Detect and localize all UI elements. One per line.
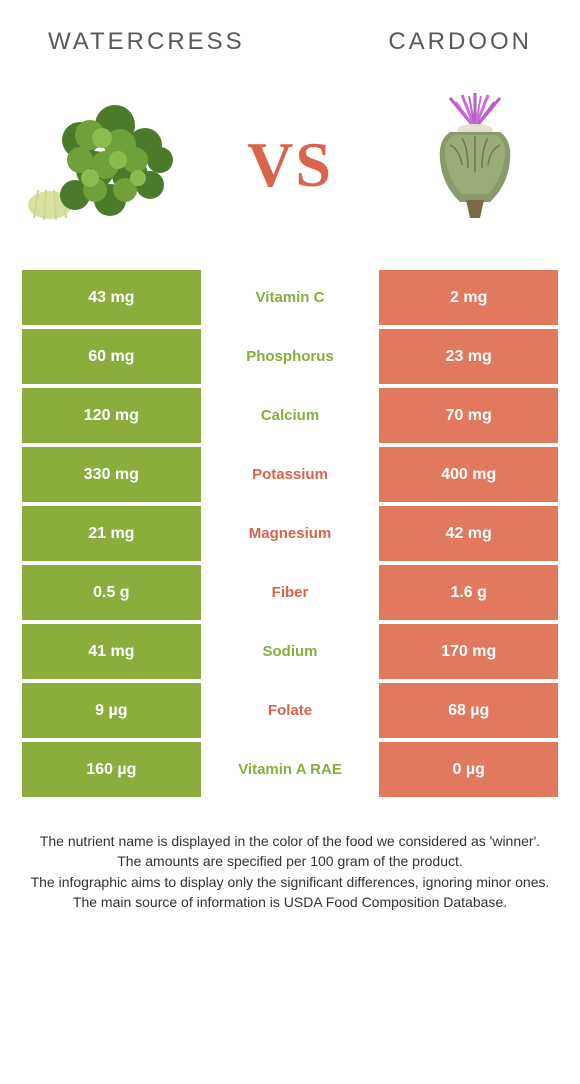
nutrient-table: 43 mgVitamin C2 mg60 mgPhosphorus23 mg12…	[0, 270, 580, 797]
right-value-cell: 170 mg	[379, 624, 558, 679]
nutrient-row: 21 mgMagnesium42 mg	[22, 506, 558, 561]
nutrient-name-cell: Magnesium	[201, 506, 380, 561]
nutrient-name-cell: Calcium	[201, 388, 380, 443]
right-value-cell: 2 mg	[379, 270, 558, 325]
nutrient-row: 43 mgVitamin C2 mg	[22, 270, 558, 325]
left-value-cell: 43 mg	[22, 270, 201, 325]
nutrient-name-cell: Fiber	[201, 565, 380, 620]
nutrient-name-cell: Potassium	[201, 447, 380, 502]
left-value-cell: 160 µg	[22, 742, 201, 797]
footer-line-2: The amounts are specified per 100 gram o…	[22, 851, 558, 871]
nutrient-name-cell: Sodium	[201, 624, 380, 679]
left-value-cell: 9 µg	[22, 683, 201, 738]
vs-label: VS	[247, 128, 333, 202]
left-food-title: Watercress	[48, 28, 245, 56]
nutrient-name-cell: Folate	[201, 683, 380, 738]
nutrient-name-cell: Vitamin A RAE	[201, 742, 380, 797]
right-value-cell: 70 mg	[379, 388, 558, 443]
nutrient-row: 330 mgPotassium400 mg	[22, 447, 558, 502]
right-value-cell: 42 mg	[379, 506, 558, 561]
footer-line-1: The nutrient name is displayed in the co…	[22, 831, 558, 851]
images-row: VS	[0, 66, 580, 270]
left-value-cell: 120 mg	[22, 388, 201, 443]
footer-notes: The nutrient name is displayed in the co…	[0, 801, 580, 912]
cardoon-image	[390, 90, 560, 240]
left-value-cell: 330 mg	[22, 447, 201, 502]
nutrient-row: 9 µgFolate68 µg	[22, 683, 558, 738]
left-value-cell: 0.5 g	[22, 565, 201, 620]
nutrient-row: 0.5 gFiber1.6 g	[22, 565, 558, 620]
right-value-cell: 23 mg	[379, 329, 558, 384]
watercress-image	[20, 90, 190, 240]
nutrient-name-cell: Phosphorus	[201, 329, 380, 384]
left-value-cell: 41 mg	[22, 624, 201, 679]
header-row: Watercress Cardoon	[0, 0, 580, 66]
nutrient-row: 160 µgVitamin A RAE0 µg	[22, 742, 558, 797]
right-value-cell: 68 µg	[379, 683, 558, 738]
right-value-cell: 0 µg	[379, 742, 558, 797]
left-value-cell: 21 mg	[22, 506, 201, 561]
nutrient-row: 41 mgSodium170 mg	[22, 624, 558, 679]
right-food-title: Cardoon	[388, 28, 532, 56]
left-value-cell: 60 mg	[22, 329, 201, 384]
nutrient-name-cell: Vitamin C	[201, 270, 380, 325]
right-value-cell: 1.6 g	[379, 565, 558, 620]
nutrient-row: 120 mgCalcium70 mg	[22, 388, 558, 443]
right-value-cell: 400 mg	[379, 447, 558, 502]
nutrient-row: 60 mgPhosphorus23 mg	[22, 329, 558, 384]
footer-line-3: The infographic aims to display only the…	[22, 872, 558, 892]
footer-line-4: The main source of information is USDA F…	[22, 892, 558, 912]
